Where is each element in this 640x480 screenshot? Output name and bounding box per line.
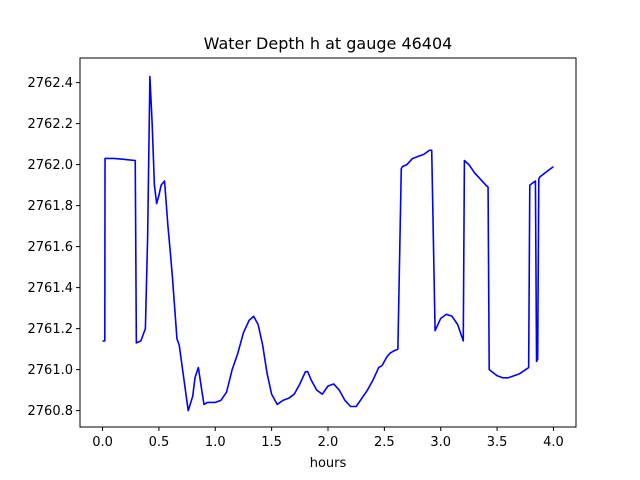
y-tick-label: 2760.8 — [28, 404, 74, 419]
y-tick-label: 2762.2 — [28, 117, 74, 132]
x-tick-label: 3.5 — [487, 435, 508, 450]
y-tick-label: 2762.4 — [28, 76, 74, 91]
y-tick-label: 2761.8 — [28, 199, 74, 214]
x-tick-label: 4.0 — [543, 435, 564, 450]
y-tick-label: 2761.6 — [28, 240, 74, 255]
x-tick-label: 2.5 — [374, 435, 395, 450]
axes: 0.0 0.5 1.0 1.5 2.0 2.5 3.0 3.5 4.0 2760.8 2761.0 2… — [28, 57, 577, 450]
y-tick-label: 2761.2 — [28, 322, 74, 337]
plot-area — [102, 75, 554, 412]
y-tick-label: 2761.0 — [28, 363, 74, 378]
plot-frame — [79, 57, 577, 428]
y-tick-label: 2761.4 — [28, 281, 74, 296]
x-tick-label: 2.0 — [318, 435, 339, 450]
x-axis-label: hours — [310, 456, 347, 471]
chart-title: Water Depth h at gauge 46404 — [204, 34, 453, 53]
x-tick-label: 3.0 — [430, 435, 451, 450]
x-tick-label: 1.5 — [261, 435, 282, 450]
x-tick-label: 1.0 — [205, 435, 226, 450]
series-line-0 — [102, 75, 554, 412]
x-tick-label: 0.5 — [149, 435, 170, 450]
y-tick-label: 2762.0 — [28, 158, 74, 173]
x-tick-label: 0.0 — [92, 435, 113, 450]
